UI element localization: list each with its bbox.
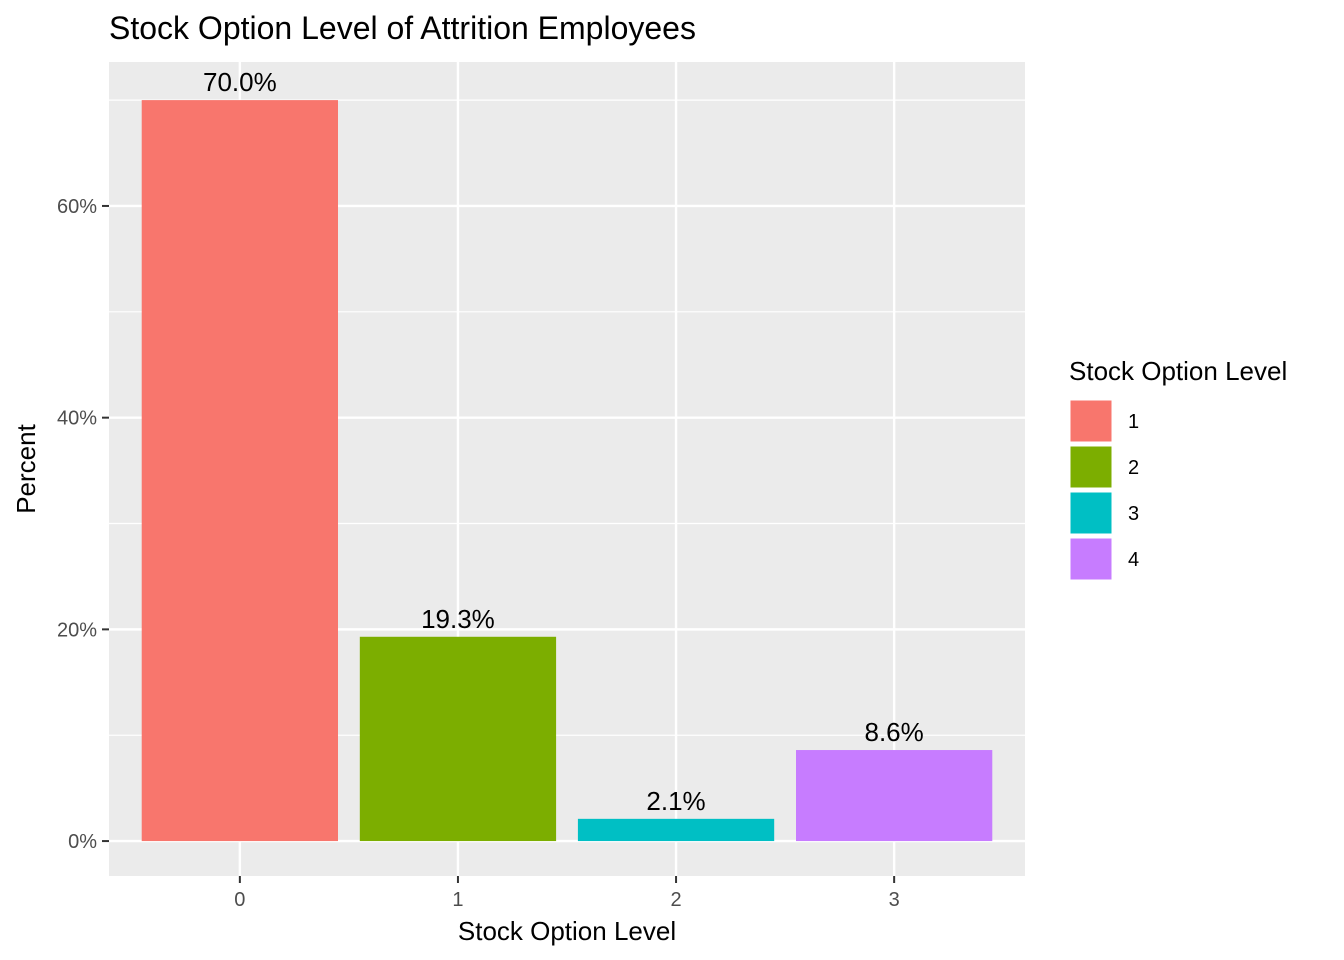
y-tick-label: 40% [57, 408, 97, 430]
chart-title: Stock Option Level of Attrition Employee… [109, 10, 696, 46]
y-tick-label: 20% [57, 619, 97, 641]
legend-items: 1 2 3 4 [1069, 399, 1139, 581]
x-axis: 0 1 2 3 [234, 876, 900, 911]
legend: Stock Option Level 1 2 3 4 [1069, 356, 1287, 581]
data-label: 70.0% [203, 67, 277, 97]
data-labels: 70.0% 19.3% 2.1% 8.6% [203, 67, 924, 816]
x-tick-label: 0 [234, 889, 245, 911]
legend-label: 2 [1128, 457, 1139, 479]
y-tick-label: 60% [57, 196, 97, 218]
data-label: 2.1% [646, 786, 705, 816]
legend-label: 4 [1128, 549, 1139, 571]
bar-3 [796, 750, 993, 842]
legend-label: 3 [1128, 503, 1139, 525]
legend-label: 1 [1128, 411, 1139, 433]
x-tick-label: 2 [670, 889, 681, 911]
legend-key [1069, 445, 1113, 489]
bar-0 [141, 100, 338, 842]
data-label: 8.6% [865, 717, 924, 747]
bar-2 [577, 818, 775, 842]
legend-key [1069, 537, 1113, 581]
y-tick-label: 0% [68, 831, 97, 853]
legend-key [1069, 491, 1113, 535]
bars [141, 100, 993, 842]
x-tick-label: 3 [889, 889, 900, 911]
legend-key [1069, 399, 1113, 443]
x-tick-label: 1 [452, 889, 463, 911]
bar-1 [359, 636, 557, 842]
y-axis-title: Percent [11, 423, 41, 513]
x-axis-title: Stock Option Level [458, 916, 676, 946]
legend-title: Stock Option Level [1069, 356, 1287, 386]
y-axis: 0% 20% 40% 60% [57, 196, 109, 853]
data-label: 19.3% [421, 604, 495, 634]
